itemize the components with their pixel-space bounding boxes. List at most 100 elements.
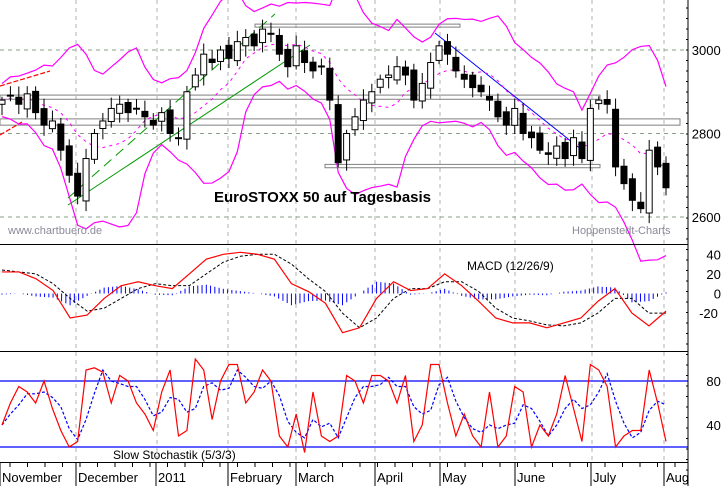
candle-body: [317, 65, 325, 68]
x-axis-labels: November December 2011 February March April Ma…: [2, 470, 689, 485]
candle-body: [225, 44, 233, 59]
x-tick-label: Aug: [666, 470, 689, 485]
candle-body: [141, 110, 149, 118]
candle-body: [259, 28, 267, 44]
trendline-red-upper: [0, 70, 51, 87]
x-tick-label: 2011: [158, 470, 186, 485]
candle-body: [233, 41, 241, 62]
candle-body: [452, 56, 460, 72]
candle-body: [40, 108, 48, 126]
bollinger-lower: [1, 80, 667, 262]
macd-panel: [1, 251, 667, 334]
candle-body: [435, 45, 443, 61]
bollinger-middle: [1, 43, 667, 172]
stochastic-k-line: [1, 357, 667, 453]
trendline-blue: [434, 32, 583, 151]
x-tick-label: November: [2, 470, 63, 485]
candle-body: [603, 98, 611, 105]
macd-label: MACD (12/26/9): [467, 259, 554, 273]
support-zone: [324, 163, 601, 169]
candlesticks: [0, 19, 670, 224]
candle-body: [427, 62, 435, 89]
y-tick-label: 2800: [692, 127, 721, 142]
candle-body: [275, 34, 283, 55]
candle-body: [32, 90, 40, 114]
candle-body: [326, 67, 334, 101]
candle-body: [443, 41, 451, 55]
y-tick-label: 80: [706, 374, 720, 389]
candle-body: [368, 91, 376, 104]
candle-body: [637, 201, 645, 210]
candle-body: [200, 53, 208, 76]
candle-body: [612, 108, 620, 168]
candle-body: [149, 119, 157, 126]
candle-body: [351, 116, 359, 131]
y-tick-label: -20: [699, 306, 718, 321]
candle-body: [654, 146, 662, 168]
candle-body: [528, 131, 536, 139]
candle-body: [385, 74, 393, 79]
candle-body: [662, 162, 670, 189]
x-tick-label: December: [78, 470, 139, 485]
candle-body: [124, 101, 132, 114]
candle-body: [477, 84, 485, 93]
candle-body: [292, 45, 300, 67]
support-zone: [254, 23, 461, 28]
candle-body: [183, 91, 191, 140]
candle-body: [158, 112, 166, 122]
candle-body: [166, 109, 174, 134]
candle-body: [460, 73, 468, 80]
support-zone: [0, 94, 601, 100]
candle-body: [0, 99, 6, 105]
candle-body: [544, 152, 552, 155]
candle-body: [595, 99, 603, 105]
stochastic-panel: [0, 357, 688, 453]
candle-body: [418, 82, 426, 102]
stochastic-label: Slow Stochastik (5/3/3): [113, 448, 236, 462]
candle-body: [359, 99, 367, 122]
candle-body: [485, 95, 493, 101]
candle-body: [48, 120, 56, 130]
axes: [0, 0, 689, 486]
candle-body: [217, 49, 225, 62]
stochastic-d-line: [1, 368, 667, 441]
y-tick-label: 40: [706, 418, 720, 433]
candle-body: [502, 111, 510, 126]
y-tick-label: 20: [706, 267, 720, 282]
candle-body: [242, 36, 250, 47]
candle-body: [57, 123, 65, 151]
candle-body: [284, 48, 292, 68]
candle-body: [132, 107, 140, 110]
candle-body: [586, 107, 594, 161]
candle-body: [343, 133, 351, 161]
candle-body: [410, 69, 418, 101]
macd-line: [2, 251, 667, 334]
candle-body: [208, 58, 216, 64]
candle-body: [469, 74, 477, 89]
candle-body: [74, 172, 82, 197]
candle-body: [175, 137, 183, 140]
candle-body: [65, 145, 73, 176]
x-tick-label: June: [517, 470, 545, 485]
candle-body: [267, 32, 275, 35]
candle-body: [376, 78, 384, 88]
candle-body: [553, 145, 561, 159]
x-tick-label: May: [442, 470, 467, 485]
candle-body: [393, 66, 401, 81]
candle-body: [628, 178, 636, 201]
candle-body: [6, 94, 14, 97]
y-tick-label: 40: [706, 247, 720, 262]
candle-body: [23, 93, 31, 110]
bollinger-bands: [1, 0, 667, 262]
y-axis-labels: 3000 2800 2600 40 20 0 -20 80 40: [692, 43, 721, 433]
candle-body: [578, 141, 586, 160]
candle-body: [116, 103, 124, 114]
candle-body: [561, 141, 569, 160]
x-tick-label: April: [377, 470, 403, 485]
y-tick-label: 2600: [692, 210, 721, 225]
x-tick-label: February: [230, 470, 283, 485]
candle-body: [620, 165, 628, 185]
candle-body: [250, 33, 258, 47]
candle-body: [570, 137, 578, 157]
